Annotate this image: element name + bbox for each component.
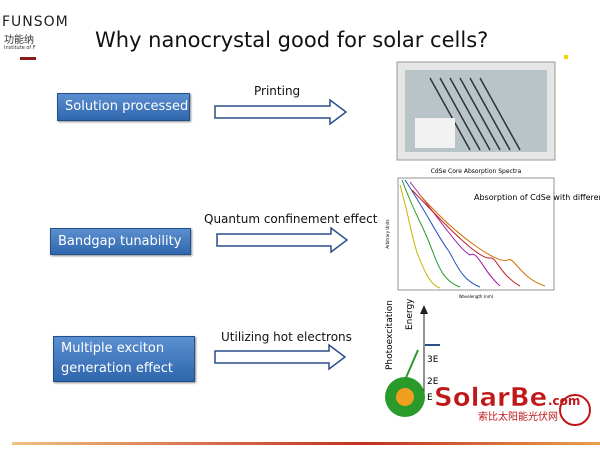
feature-box: Solution processed: [57, 93, 190, 121]
chart-title: CdSe Core Absorption Spectra: [431, 168, 522, 175]
brand-cn: 索比太阳能光伏网: [478, 410, 558, 423]
logo-bar: [20, 57, 36, 60]
arrow: [214, 98, 348, 126]
watermark: SolarBe .com 索比太阳能光伏网: [385, 377, 591, 426]
feature-box: Multiple exciton generation effect: [53, 336, 195, 382]
arrow: [216, 226, 349, 254]
logo-sub: Institute of F: [4, 45, 36, 51]
energy-axis: Energy: [405, 298, 415, 330]
energy-diagram: Energy Photoexcitation 3E 2E E: [385, 298, 440, 403]
arrow-label: Quantum confinement effect: [204, 212, 378, 226]
feature-box: Bandgap tunability: [50, 228, 191, 255]
side-label: Photoexcitation: [385, 300, 395, 370]
y-label: Arbitrary Units: [385, 219, 390, 248]
brand: SolarBe: [434, 383, 547, 413]
logo-cn: 功能纳: [4, 35, 34, 46]
x-label: Wavelength (nm): [459, 294, 494, 299]
level: 3E: [427, 355, 439, 365]
spectra-chart: CdSe Core Absorption Spectra Absorption …: [385, 168, 600, 299]
level: 2E: [427, 377, 439, 387]
footer-line: [12, 442, 600, 445]
arrow-label: Utilizing hot electrons: [221, 330, 352, 344]
level: E: [427, 393, 433, 403]
slide-title: Why nanocrystal good for solar cells?: [95, 28, 489, 52]
logo: FUNSOM: [2, 14, 69, 30]
arrows: [214, 98, 349, 371]
arrow: [214, 343, 347, 371]
arrow-label: Printing: [254, 84, 301, 98]
printing-photo: [396, 61, 556, 161]
dot: [564, 55, 568, 59]
chart-note: Absorption of CdSe with different size: [474, 193, 600, 202]
